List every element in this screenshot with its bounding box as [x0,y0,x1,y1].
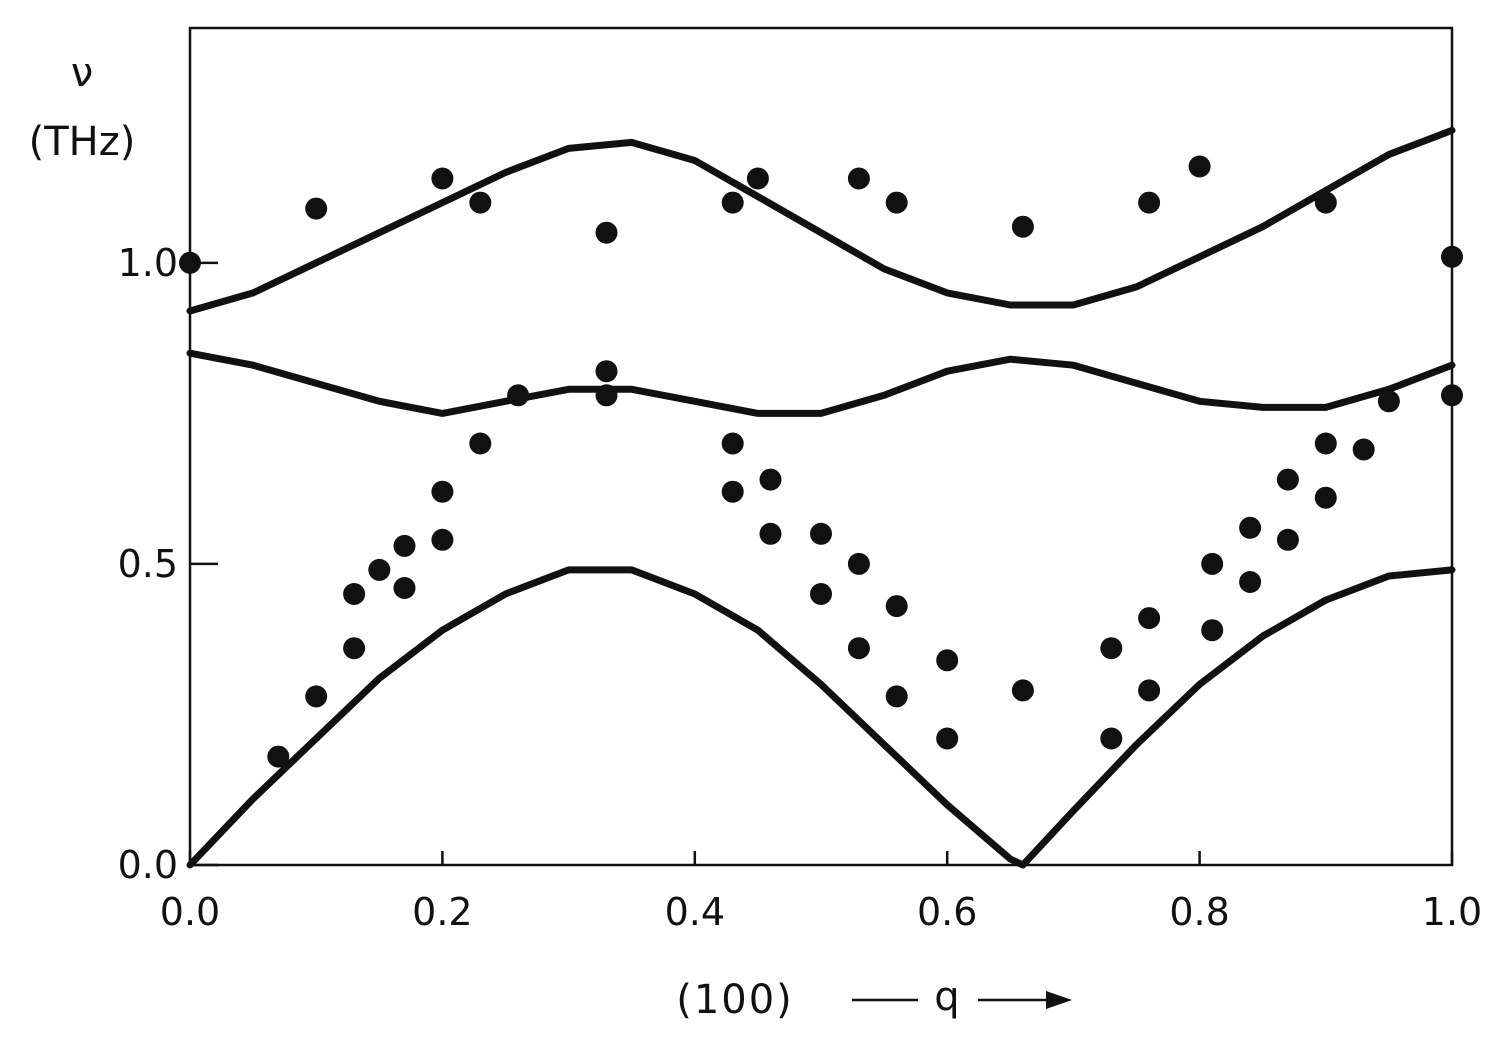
data-point [343,637,366,660]
data-point [1201,552,1224,575]
data-point [595,360,618,383]
data-point [1138,191,1161,214]
data-point [1188,155,1211,178]
data-point [431,528,454,551]
data-point [305,685,328,708]
x-axis: 0.0 0.2 0.4 0.6 0.8 1.0 [160,851,1482,934]
data-point [1239,571,1262,593]
data-point [1441,245,1463,268]
y-axis-symbol: ν [71,50,93,96]
data-point [1239,516,1262,539]
data-point [847,637,870,660]
x-tick-label: 1.0 [1422,890,1482,934]
data-point [1314,486,1337,509]
y-tick-label: 1.0 [118,241,178,285]
dispersion-curve-3 [186,349,1456,417]
data-point [595,384,618,407]
data-point [810,522,832,545]
data-point [431,480,454,503]
data-point [1276,528,1299,551]
data-point [759,522,782,545]
data-point [1011,215,1034,238]
x-tick-label: 0.0 [160,890,220,934]
data-point [936,649,959,672]
data-point [267,745,290,768]
x-tick-label: 0.6 [917,890,977,934]
data-point [393,534,416,557]
data-point [1100,637,1123,660]
plot-frame [188,26,1454,867]
data-point [343,583,366,605]
data-point [1352,438,1375,461]
y-axis-unit: (THz) [29,119,136,165]
x-axis-arrowhead [1046,991,1072,1009]
data-point [469,191,492,214]
data-point [368,558,391,581]
data-point [431,167,454,190]
data-point [847,167,870,190]
data-point [1201,619,1224,642]
data-point [1314,191,1337,214]
data-point [507,384,530,407]
points-group [179,155,1463,768]
data-point [885,595,908,618]
data-point [1314,432,1337,455]
x-tick-label: 0.2 [412,890,472,934]
data-point [1276,468,1299,491]
data-point [305,197,328,220]
data-point [595,221,618,244]
data-point [1138,679,1161,702]
data-point [1100,727,1123,750]
data-point [746,167,769,190]
data-point [936,727,959,750]
y-axis: 0.0 0.5 1.0 [118,241,218,887]
data-point [1011,679,1034,702]
data-point [721,191,744,214]
dispersion-curve-4 [186,126,1456,315]
data-point [847,552,870,575]
data-point [469,432,492,455]
data-point [1138,607,1161,630]
x-tick-label: 0.8 [1169,890,1229,934]
y-tick-label: 0.5 [118,542,178,586]
x-axis-variable: q [934,974,961,1020]
data-point [1377,390,1400,413]
data-point [885,685,908,708]
data-point [759,468,782,491]
data-point [810,583,832,605]
data-point [393,577,416,599]
data-point [1441,384,1463,407]
data-point [885,191,908,214]
dispersion-curve-1 [186,566,1027,869]
data-point [721,432,744,455]
dispersion-curve-2 [1019,566,1456,869]
x-tick-label: 0.4 [665,890,725,934]
curves-group [186,126,1456,869]
data-point [721,480,744,503]
x-axis-prefix: (100) [676,977,794,1023]
y-tick-label: 0.0 [118,843,178,887]
